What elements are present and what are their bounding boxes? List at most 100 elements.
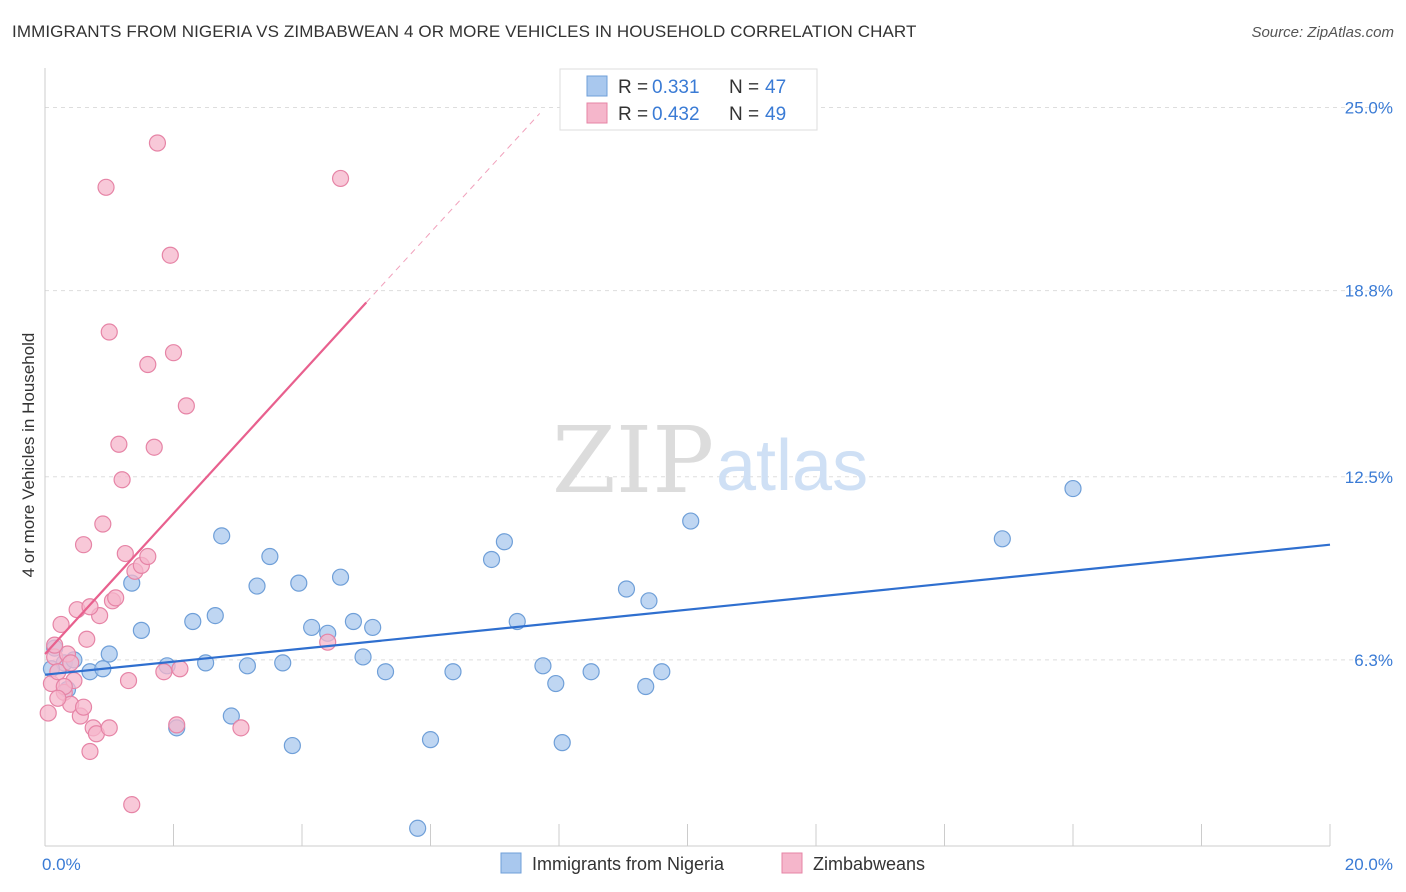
legend-r-value-nigeria: 0.331	[652, 77, 700, 98]
point-nigeria-38	[582, 663, 600, 681]
point-zimbabwean-32	[161, 246, 179, 264]
ticks-layer: 6.3% 12.5% 18.8% 25.0% 0.0% 20.0%	[42, 99, 1393, 874]
watermark: ZIP atlas	[552, 407, 868, 514]
point-nigeria-32	[482, 550, 501, 569]
trend-layer	[44, 113, 1331, 676]
point-zimbabwean-0	[39, 704, 57, 722]
point-zimbabwean-33	[164, 344, 183, 362]
point-nigeria-40	[637, 677, 655, 696]
point-nigeria-33	[495, 533, 513, 551]
point-zimbabwean-29	[145, 438, 163, 456]
point-nigeria-22	[303, 618, 321, 637]
point-zimbabwean-47	[171, 660, 189, 678]
legend-r-value-zimbabwean: 0.432	[652, 104, 700, 125]
watermark-atlas: atlas	[716, 426, 868, 506]
point-zimbabwean-41	[62, 654, 80, 672]
y-axis-label: 4 or more Vehicles in Household	[19, 333, 38, 578]
point-zimbabwean-10	[74, 698, 93, 716]
point-nigeria-13	[206, 606, 224, 625]
source-label: Source: ZipAtlas.com	[1251, 24, 1394, 41]
legend-swatch-nigeria	[586, 75, 608, 97]
point-zimbabwean-46	[100, 719, 118, 737]
y-tick-label-2: 18.8%	[1345, 282, 1393, 301]
point-nigeria-39	[617, 580, 636, 598]
point-nigeria-16	[238, 657, 256, 675]
point-zimbabwean-23	[116, 544, 134, 563]
y-tick-label-0: 6.3%	[1354, 651, 1393, 670]
trend-line-nigeria-0	[44, 543, 1331, 676]
point-nigeria-15	[222, 707, 240, 725]
point-zimbabwean-25	[123, 796, 141, 814]
point-zimbabwean-18	[100, 323, 118, 341]
legend-n-value-nigeria: 47	[765, 77, 786, 98]
point-nigeria-17	[248, 577, 266, 595]
point-nigeria-11	[184, 612, 202, 631]
point-nigeria-14	[213, 527, 231, 545]
series-legend-swatch-zimbabwean	[781, 852, 803, 874]
point-zimbabwean-38	[331, 169, 350, 188]
point-zimbabwean-20	[107, 589, 125, 607]
series-legend-label-nigeria: Immigrants from Nigeria	[532, 854, 725, 874]
point-nigeria-18	[261, 547, 279, 566]
point-nigeria-44	[993, 530, 1011, 548]
series-legend-label-zimbabwean: Zimbabweans	[813, 854, 925, 874]
grid-layer	[45, 107, 1390, 661]
point-zimbabwean-11	[78, 630, 96, 648]
x-tick-label-1: 20.0%	[1345, 855, 1393, 874]
chart-title: IMMIGRANTS FROM NIGERIA VS ZIMBABWEAN 4 …	[12, 22, 917, 41]
axis-layer	[44, 68, 1331, 847]
point-nigeria-42	[653, 663, 671, 681]
legend-swatch-zimbabwean	[586, 102, 608, 124]
y-tick-label-3: 25.0%	[1345, 99, 1393, 118]
point-nigeria-29	[409, 819, 427, 837]
legend-n-value-zimbabwean: 49	[765, 104, 786, 125]
point-zimbabwean-35	[177, 397, 195, 415]
trend-line-zimbabwean-1	[44, 301, 368, 655]
point-zimbabwean-37	[319, 633, 337, 651]
point-zimbabwean-34	[168, 716, 186, 734]
point-nigeria-30	[421, 731, 440, 749]
point-zimbabwean-30	[148, 134, 167, 152]
point-zimbabwean-40	[74, 536, 93, 554]
point-nigeria-36	[547, 674, 565, 693]
point-zimbabwean-36	[232, 719, 250, 737]
point-nigeria-31	[444, 663, 462, 681]
point-nigeria-37	[553, 734, 571, 752]
point-zimbabwean-4	[52, 615, 70, 634]
point-nigeria-7	[132, 621, 150, 639]
point-nigeria-26	[354, 648, 372, 666]
point-nigeria-25	[344, 612, 362, 631]
legend-r-label-nigeria: R =	[618, 77, 648, 98]
point-nigeria-45	[1064, 479, 1082, 498]
point-nigeria-20	[283, 736, 301, 755]
point-nigeria-41	[640, 592, 658, 610]
point-nigeria-43	[682, 512, 700, 530]
point-zimbabwean-17	[97, 178, 115, 196]
legend-r-label-zimbabwean: R =	[618, 104, 648, 125]
point-nigeria-35	[534, 657, 552, 675]
point-zimbabwean-28	[139, 355, 157, 374]
point-zimbabwean-31	[155, 663, 173, 681]
legend-n-label-zimbabwean: N =	[729, 104, 759, 125]
point-zimbabwean-43	[49, 689, 67, 707]
point-nigeria-28	[376, 663, 395, 681]
trend-line-zimbabwean-2	[365, 113, 541, 303]
point-zimbabwean-21	[110, 435, 128, 453]
point-zimbabwean-24	[119, 671, 138, 690]
watermark-zip: ZIP	[552, 407, 714, 514]
point-zimbabwean-16	[94, 515, 112, 533]
legend: R = 0.331 N = 47 R = 0.432 N = 49	[559, 68, 818, 131]
point-nigeria-5	[100, 645, 118, 663]
point-zimbabwean-12	[81, 742, 99, 761]
y-tick-label-1: 12.5%	[1345, 468, 1393, 487]
series-legend-swatch-nigeria	[500, 852, 522, 874]
x-tick-label-0: 0.0%	[42, 855, 81, 874]
point-nigeria-27	[364, 618, 382, 637]
series-legend: Immigrants from Nigeria Zimbabweans	[500, 852, 925, 874]
point-nigeria-21	[290, 574, 308, 592]
legend-n-label-nigeria: N =	[729, 77, 759, 98]
point-nigeria-24	[331, 568, 350, 586]
point-zimbabwean-48	[139, 547, 157, 566]
point-nigeria-19	[274, 654, 292, 672]
